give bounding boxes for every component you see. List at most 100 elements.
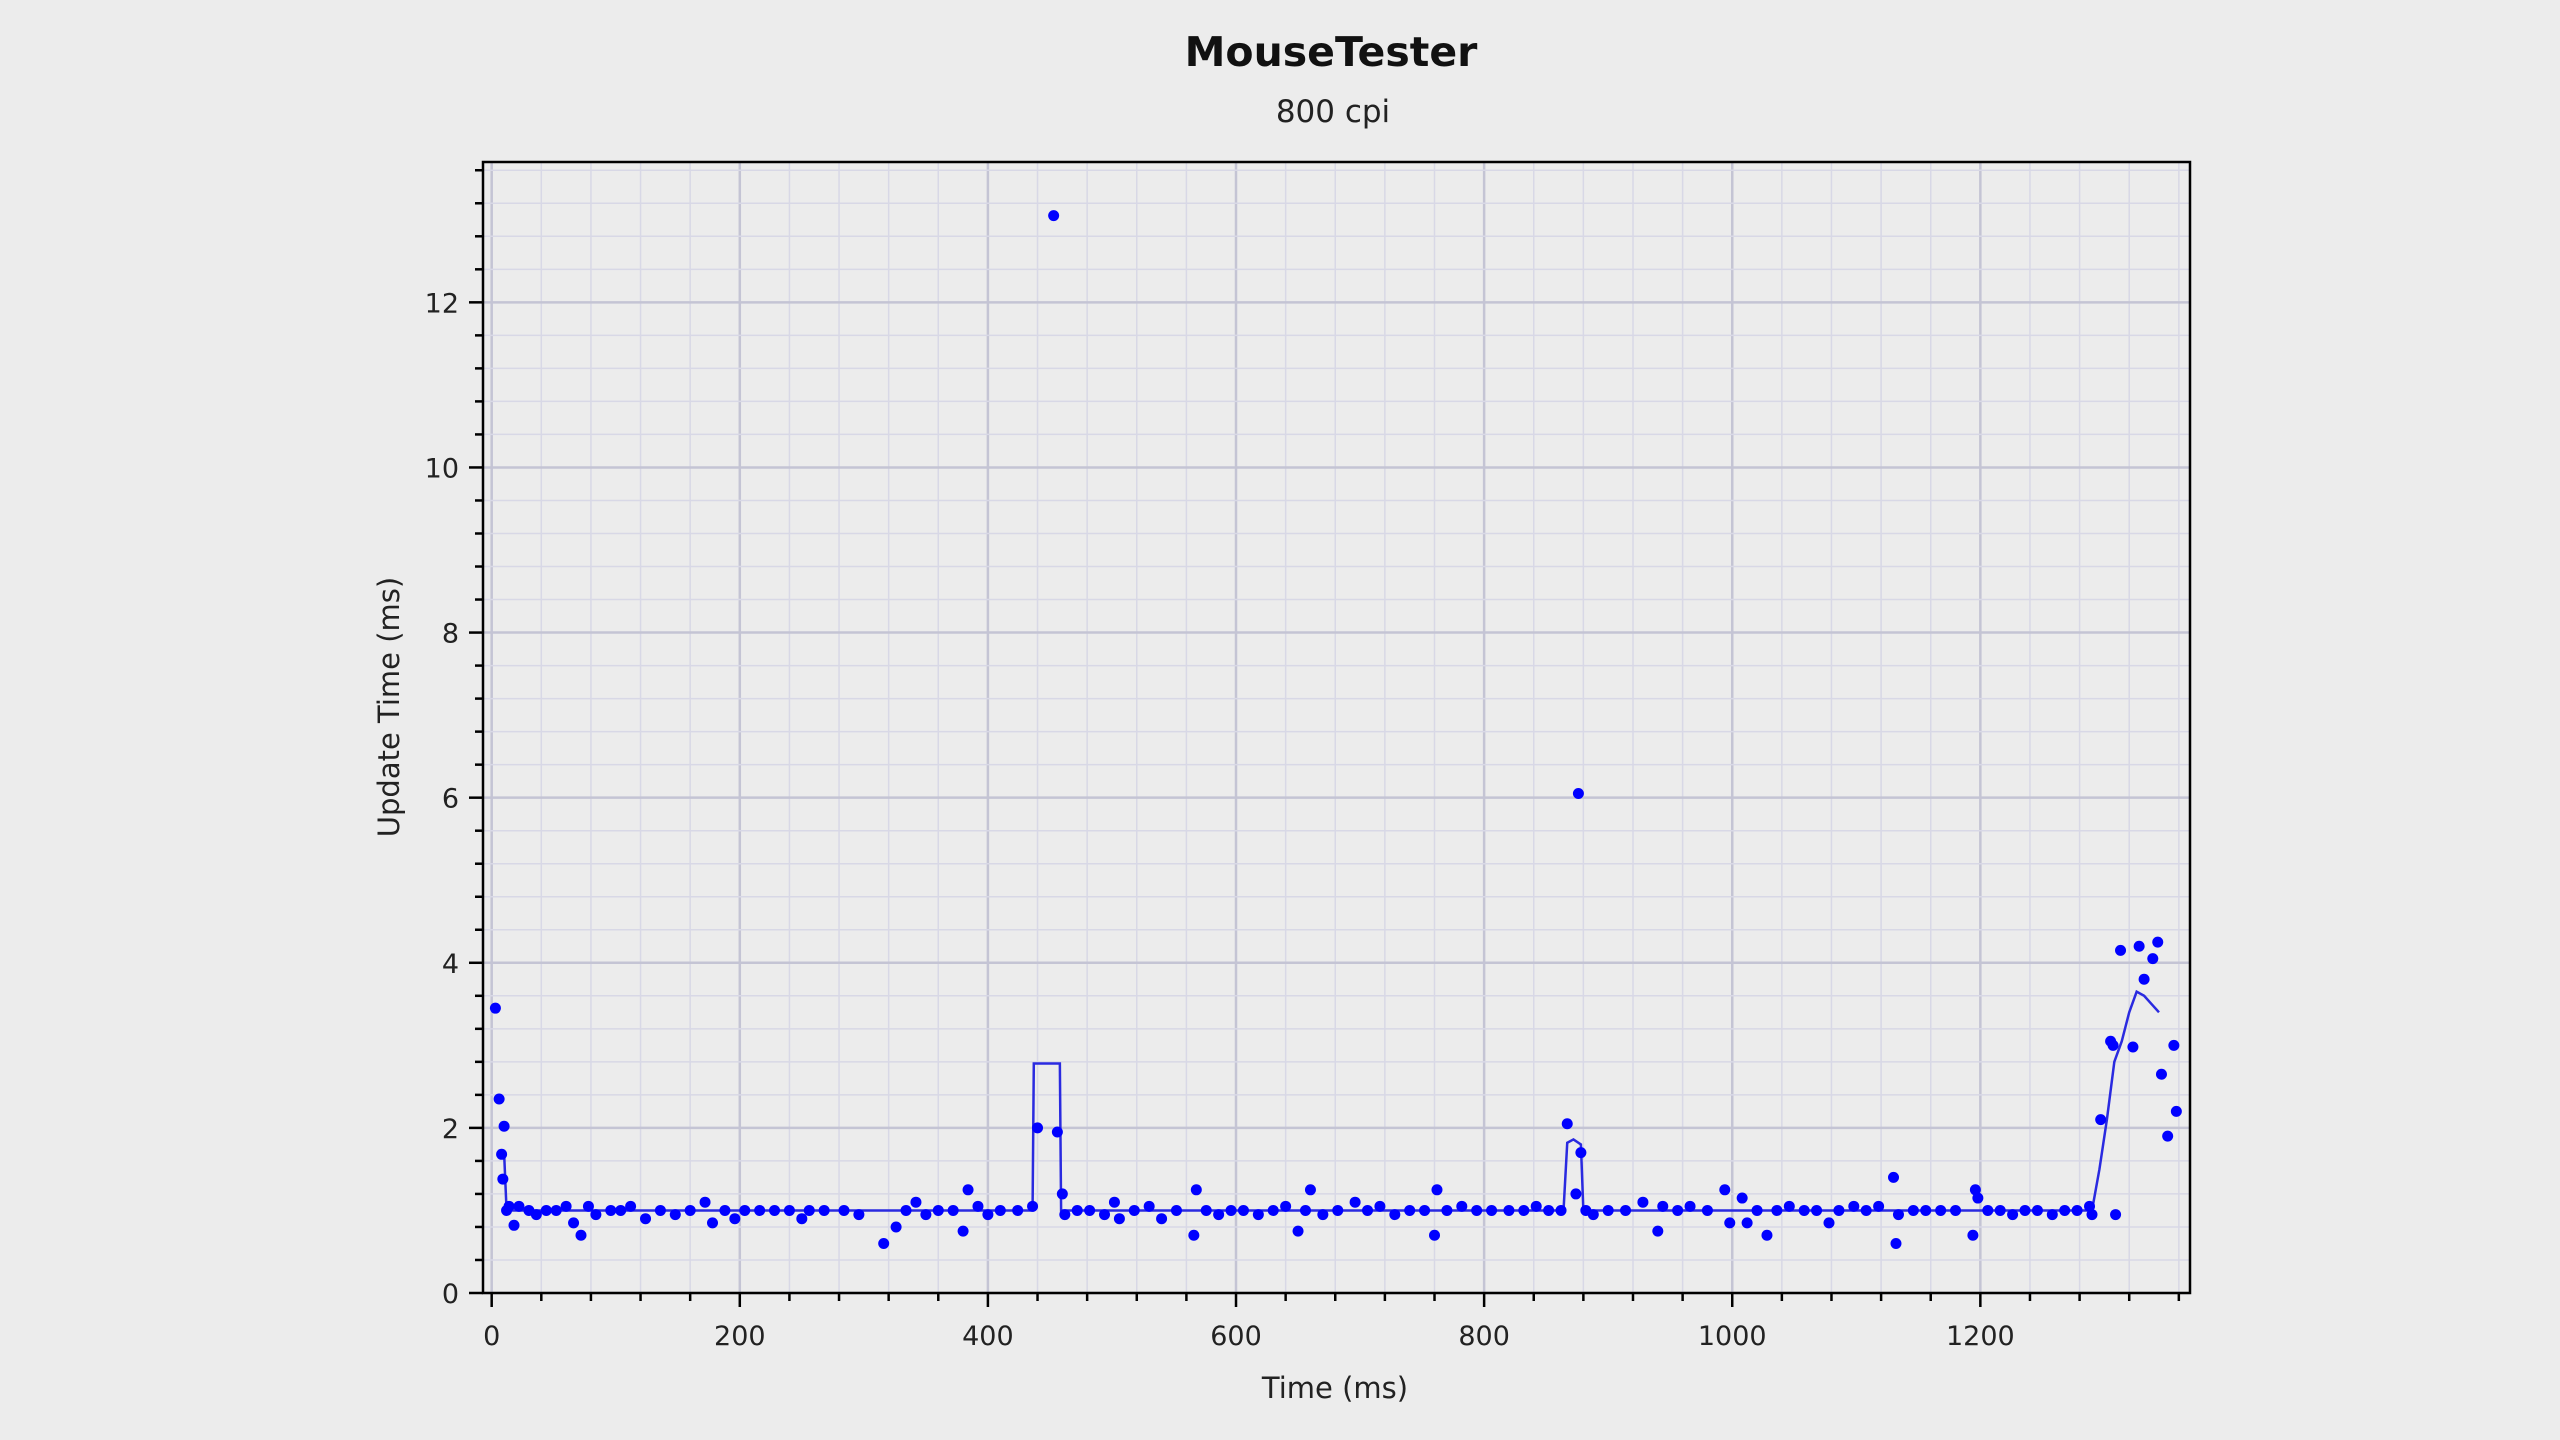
x-tick-label: 1200 [1946,1321,2015,1352]
y-tick-label: 10 [425,453,459,484]
data-point [582,1200,594,1212]
data-point [2031,1204,2043,1216]
data-point [1252,1209,1264,1221]
data-point [1225,1204,1237,1216]
data-point [1719,1184,1731,1196]
data-point [1170,1204,1182,1216]
data-point [1280,1200,1292,1212]
data-point [2110,1209,2122,1221]
data-point [1431,1184,1443,1196]
data-point [1848,1200,1860,1212]
data-point [1419,1204,1431,1216]
y-tick-label: 0 [442,1279,459,1310]
data-point [2059,1204,2071,1216]
data-point [1084,1204,1096,1216]
data-point [1967,1229,1979,1241]
data-point [493,1093,505,1105]
data-point [796,1213,808,1225]
data-point [2152,936,2164,948]
data-point [1486,1204,1498,1216]
data-point [2046,1209,2058,1221]
data-point [1059,1209,1071,1221]
data-point [1429,1229,1441,1241]
data-point [1456,1200,1468,1212]
data-point [1071,1204,1083,1216]
data-point [962,1184,974,1196]
data-point [1907,1204,1919,1216]
data-point [803,1204,815,1216]
data-point [1441,1204,1453,1216]
series-points [489,210,2182,1249]
data-point [2170,1105,2182,1117]
data-point [1048,210,1060,222]
data-point [1543,1204,1555,1216]
data-point [2107,1039,2119,1051]
y-tick-label: 2 [442,1114,459,1145]
data-point [540,1204,552,1216]
chart-title: MouseTester [1185,28,1479,76]
data-point [1188,1229,1200,1241]
series-line [501,989,2160,1212]
data-point [575,1229,587,1241]
data-point [560,1200,572,1212]
data-point [1771,1204,1783,1216]
data-point [1190,1184,1202,1196]
data-point [2007,1209,2019,1221]
data-point [2133,940,2145,952]
data-point [2115,944,2127,956]
data-point [729,1213,741,1225]
data-point [640,1213,652,1225]
data-point [1587,1209,1599,1221]
grid [483,162,2190,1295]
data-point [1304,1184,1316,1196]
data-point [550,1204,562,1216]
data-point [1572,788,1584,800]
data-point [1637,1196,1649,1208]
data-point [739,1204,751,1216]
data-point [497,1173,509,1185]
data-point [1833,1204,1845,1216]
data-point [1213,1209,1225,1221]
data-point [699,1196,711,1208]
data-point [1873,1200,1885,1212]
data-point [1362,1204,1374,1216]
data-point [1620,1204,1632,1216]
x-tick-label: 800 [1458,1321,1510,1352]
data-point [1736,1192,1748,1204]
data-point [1972,1192,1984,1204]
data-point [2138,973,2150,985]
data-point [1860,1204,1872,1216]
data-point [1404,1204,1416,1216]
data-point [1602,1204,1614,1216]
data-point [719,1204,731,1216]
data-point [754,1204,766,1216]
x-tick-label: 1000 [1698,1321,1767,1352]
data-point [1099,1209,1111,1221]
data-point [1892,1209,1904,1221]
data-point [1657,1200,1669,1212]
data-point [1811,1204,1823,1216]
y-tick-label: 4 [442,949,459,980]
data-point [508,1219,520,1231]
data-point [2071,1204,2083,1216]
data-point [994,1204,1006,1216]
moving-average-line [501,989,2160,1212]
data-point [1113,1213,1125,1225]
data-point [1652,1225,1664,1237]
data-point [982,1209,994,1221]
data-point [1950,1204,1962,1216]
data-point [513,1200,525,1212]
data-point [2019,1204,2031,1216]
data-point [625,1200,637,1212]
data-point [900,1204,912,1216]
data-point [1349,1196,1361,1208]
data-point [1051,1126,1063,1138]
data-point [1798,1204,1810,1216]
chart-subtitle: 800 cpi [1276,94,1390,130]
x-axis-label: Time (ms) [1261,1371,1408,1405]
data-point [2084,1200,2096,1212]
y-axis-label: Update Time (ms) [372,577,406,837]
data-point [568,1217,580,1229]
data-point [1267,1204,1279,1216]
